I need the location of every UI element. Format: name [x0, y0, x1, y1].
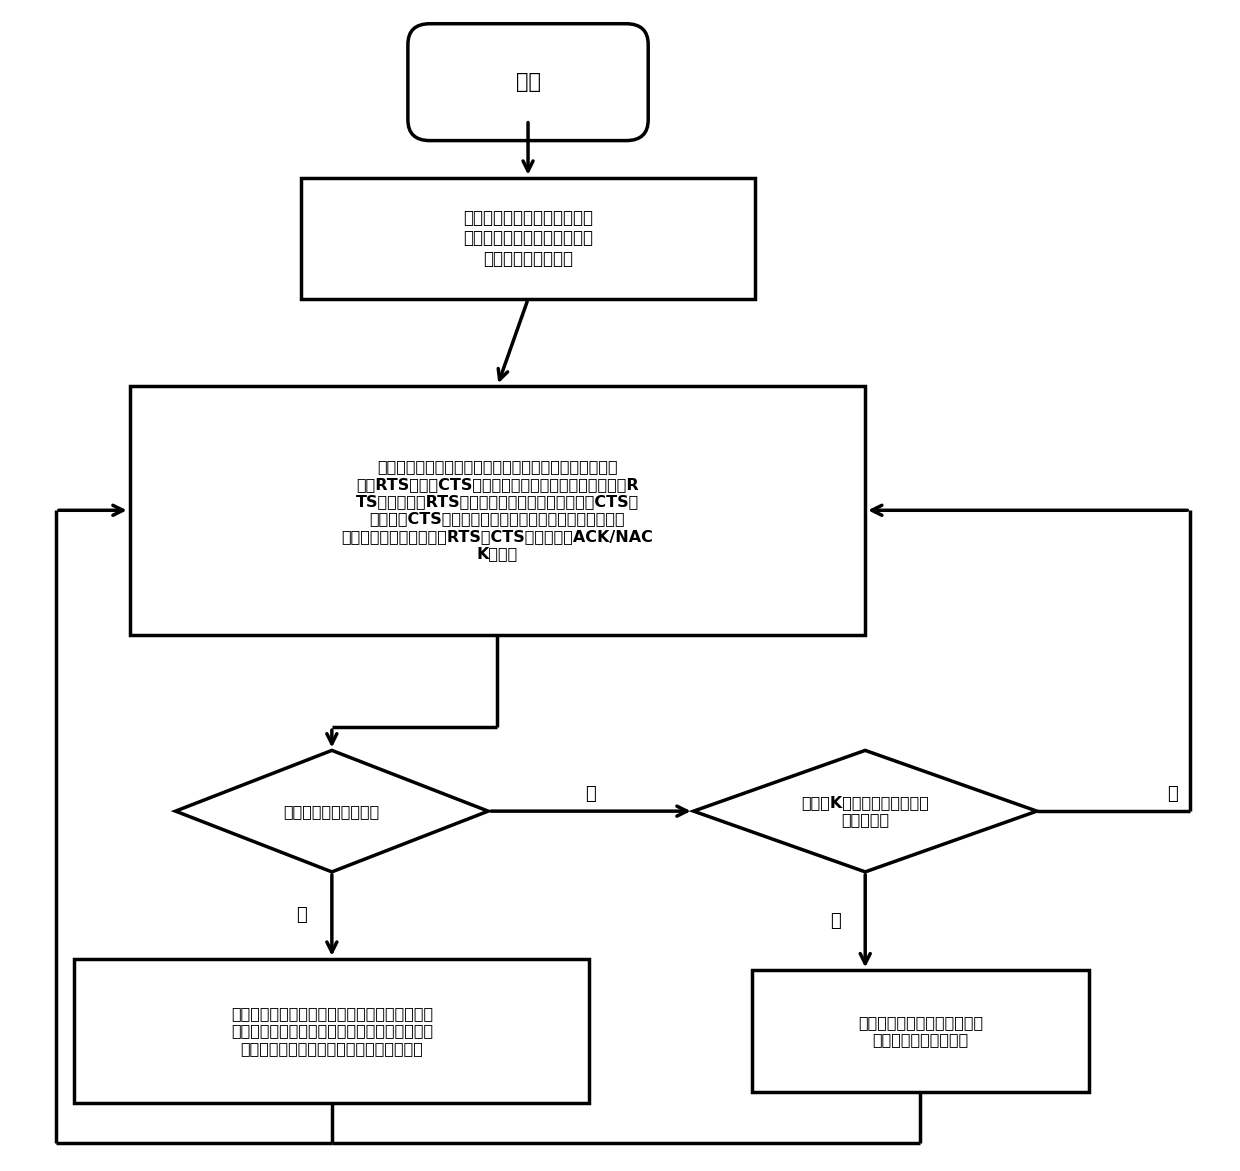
Text: 连续个K个握手状态均无节点
握手成功？: 连续个K个握手状态均无节点 握手成功？	[801, 795, 929, 828]
Text: 否: 否	[1167, 785, 1178, 803]
Text: 否: 否	[585, 785, 596, 803]
Polygon shape	[693, 751, 1037, 872]
Text: 网络初始化：所有节点时钟同
步，每个节点保存网络中所有
节点对的传播时延。: 网络初始化：所有节点时钟同 步，每个节点保存网络中所有 节点对的传播时延。	[463, 208, 593, 268]
Text: 数据传输状态：每个源节点采用相同的非随机算
法，计算本节点可以无冲突发送数据的时刻，计
时至该时刻后，向相应的目的节点发送数据: 数据传输状态：每个源节点采用相同的非随机算 法，计算本节点可以无冲突发送数据的时…	[231, 1006, 433, 1056]
Bar	[74, 959, 589, 1103]
Text: 是否有节点握手成功？: 是否有节点握手成功？	[284, 803, 379, 819]
Text: 同步状态：未休眠的节点在同
步时隙中发送同步信令: 同步状态：未休眠的节点在同 步时隙中发送同步信令	[858, 1015, 983, 1047]
Bar	[129, 386, 866, 635]
Bar	[751, 971, 1089, 1091]
Text: 握手状态：每个节点采用相同的非随机算法，计算所有节
点的RTS时隙和CTS时隙，需发送数据的源节点在自己的R
TS时隙中广播RTS信令，相应的目的节点在自己的C: 握手状态：每个节点采用相同的非随机算法，计算所有节 点的RTS时隙和CTS时隙，…	[341, 459, 653, 561]
Text: 是: 是	[830, 912, 841, 930]
FancyBboxPatch shape	[408, 23, 649, 141]
Text: 是: 是	[296, 906, 308, 924]
Bar	[301, 178, 755, 299]
Text: 开始: 开始	[516, 73, 541, 93]
Polygon shape	[176, 751, 489, 872]
